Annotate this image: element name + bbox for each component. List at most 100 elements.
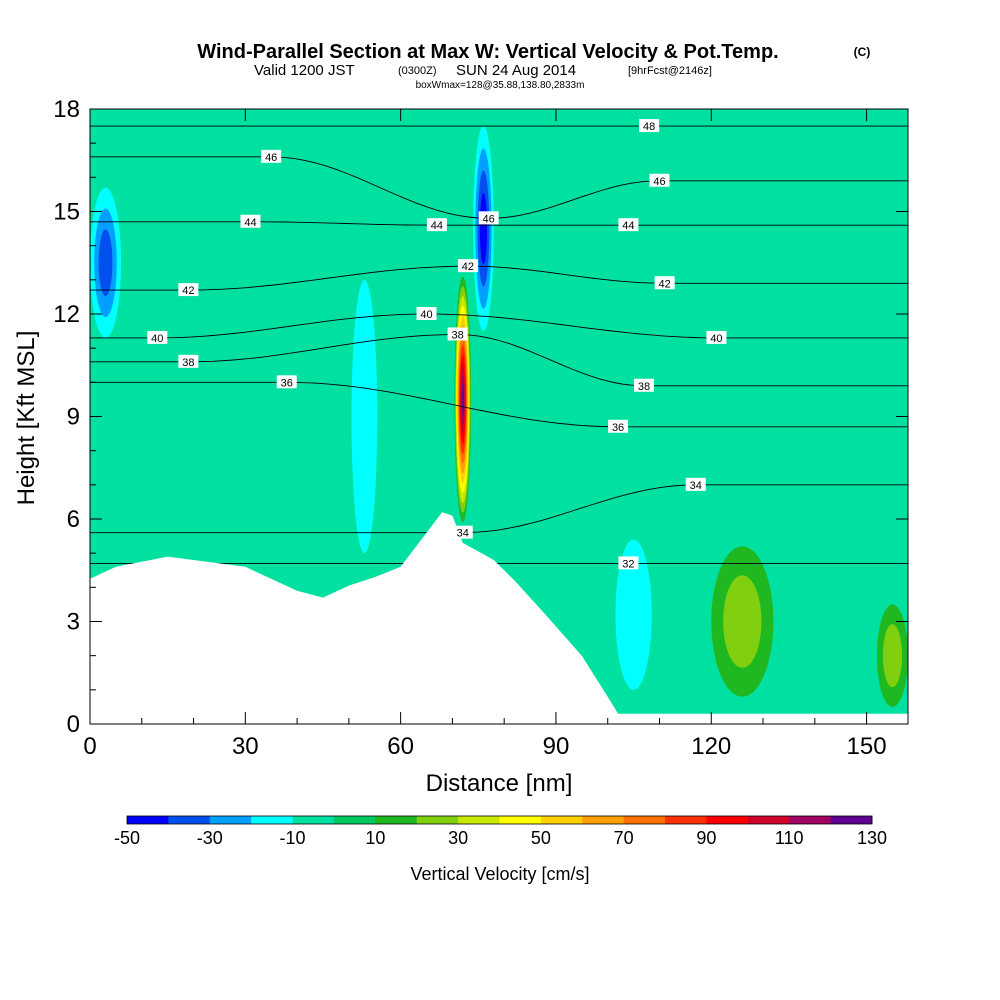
- colorbar-swatch: [747, 816, 790, 824]
- svg-text:32: 32: [622, 558, 634, 570]
- isentrope-label: 46: [261, 149, 282, 164]
- isentrope-label: 46: [478, 211, 499, 225]
- svg-text:38: 38: [451, 330, 463, 342]
- colorbar-swatch: [499, 816, 542, 824]
- svg-text:44: 44: [431, 220, 443, 232]
- x-tick-label: 0: [83, 733, 96, 760]
- svg-text:42: 42: [462, 261, 474, 273]
- colorbar-tick-label: 30: [448, 828, 468, 848]
- isentrope-label: 42: [654, 276, 675, 290]
- colorbar-swatch: [540, 816, 583, 824]
- isentrope-label: 34: [685, 477, 706, 492]
- isentrope-label: 42: [457, 259, 478, 273]
- svg-text:36: 36: [612, 422, 624, 434]
- velocity-cell: [98, 229, 113, 297]
- colorbar-swatch: [127, 816, 169, 824]
- svg-text:44: 44: [622, 220, 634, 232]
- colorbar-swatch: [251, 816, 294, 824]
- svg-text:38: 38: [638, 381, 650, 393]
- isentrope-line: [90, 484, 908, 534]
- colorbar-swatch: [458, 816, 500, 824]
- svg-text:46: 46: [265, 152, 277, 164]
- terrain-mask: [90, 512, 908, 724]
- colorbar-tick-label: -10: [280, 828, 306, 848]
- y-tick-label: 12: [53, 301, 80, 328]
- x-tick-label: 30: [232, 733, 259, 760]
- x-tick-label: 120: [691, 733, 731, 760]
- chart-box-label: boxWmax=128@35.88,138.80,2833m: [416, 80, 585, 91]
- isentrope-label: 38: [633, 378, 654, 393]
- velocity-cell: [723, 575, 762, 668]
- svg-text:46: 46: [653, 176, 665, 188]
- isentrope-label: 40: [147, 330, 168, 345]
- isentrope-label: 48: [639, 119, 660, 133]
- velocity-cell: [882, 624, 903, 688]
- x-tick-label: 150: [847, 733, 887, 760]
- colorbar-swatch: [665, 816, 707, 824]
- chart-title-suffix: (C): [854, 45, 871, 59]
- svg-text:46: 46: [483, 213, 495, 225]
- velocity-cell: [351, 279, 378, 554]
- isentrope-label: 42: [178, 283, 199, 297]
- svg-text:42: 42: [182, 285, 194, 297]
- isentrope-line: [90, 313, 908, 339]
- plot-area: 32 34 34 36 36 38 38 38 40 40 40 42 42 42 44 44 44 46 46 46…: [90, 109, 908, 724]
- isentrope-line: [90, 265, 908, 291]
- isentrope-line: [90, 334, 908, 387]
- x-axis: 0 30 60 90 120 150: [83, 109, 887, 760]
- svg-text:38: 38: [182, 357, 194, 369]
- y-tick-label: 0: [67, 711, 80, 738]
- isentrope-labels: 32 34 34 36 36 38 38 38 40 40 40 42 42 42 44 44 44 46 46 46…: [147, 119, 727, 570]
- isentrope-line: [90, 381, 908, 428]
- velocity-cell: [615, 539, 652, 690]
- isentrope-label: 36: [608, 419, 629, 434]
- svg-text:40: 40: [420, 309, 432, 321]
- svg-text:42: 42: [659, 278, 671, 290]
- isentrope-label: 44: [426, 218, 447, 232]
- svg-text:44: 44: [244, 217, 256, 229]
- velocity-cell: [479, 192, 488, 265]
- colorbar-tick-label: 90: [696, 828, 716, 848]
- colorbar-tick-label: 50: [531, 828, 551, 848]
- colorbar-swatch: [333, 816, 376, 824]
- y-tick-label: 9: [67, 404, 80, 431]
- isentrope-label: 44: [240, 214, 261, 229]
- chart-subtitle: Valid 1200 JST (0300Z) SUN 24 Aug 2014 […: [254, 62, 712, 79]
- velocity-field: [90, 126, 908, 707]
- colorbar-swatch: [623, 816, 666, 824]
- colorbar-tick-label: 70: [614, 828, 634, 848]
- x-axis-label: Distance [nm]: [426, 770, 573, 797]
- colorbar-swatch: [168, 816, 211, 824]
- subtitle-valid: Valid 1200 JST: [254, 62, 355, 79]
- svg-text:36: 36: [281, 377, 293, 389]
- isentrope-label: 40: [416, 307, 437, 321]
- subtitle-forecast: [9hrFcst@2146z]: [628, 65, 712, 77]
- colorbar-swatch: [830, 816, 873, 824]
- colorbar-swatch: [292, 816, 335, 824]
- isentropes: [90, 125, 908, 564]
- x-tick-label: 90: [543, 733, 570, 760]
- colorbar-tick-label: 110: [775, 828, 804, 848]
- y-axis-label: Height [Kft MSL]: [13, 331, 40, 506]
- isentrope-line: [90, 156, 908, 219]
- isentrope-label: 40: [706, 330, 727, 345]
- colorbar-tick-label: 10: [365, 828, 385, 848]
- colorbar-swatch: [789, 816, 832, 824]
- svg-text:40: 40: [710, 333, 722, 345]
- isentrope-label: 36: [276, 375, 297, 389]
- colorbar-tick-label: -30: [197, 828, 223, 848]
- colorbar-swatch: [416, 816, 459, 824]
- colorbar-swatch: [582, 816, 625, 824]
- x-tick-label: 60: [387, 733, 414, 760]
- subtitle-zulu: (0300Z): [398, 65, 437, 77]
- isentrope-label: 38: [178, 354, 199, 369]
- colorbar-label: Vertical Velocity [cm/s]: [410, 864, 589, 884]
- colorbar-tick-label: -50: [114, 828, 140, 848]
- svg-text:48: 48: [643, 121, 655, 133]
- y-tick-label: 3: [67, 609, 80, 636]
- svg-text:40: 40: [151, 333, 163, 345]
- svg-text:34: 34: [457, 528, 469, 540]
- y-tick-label: 6: [67, 506, 80, 533]
